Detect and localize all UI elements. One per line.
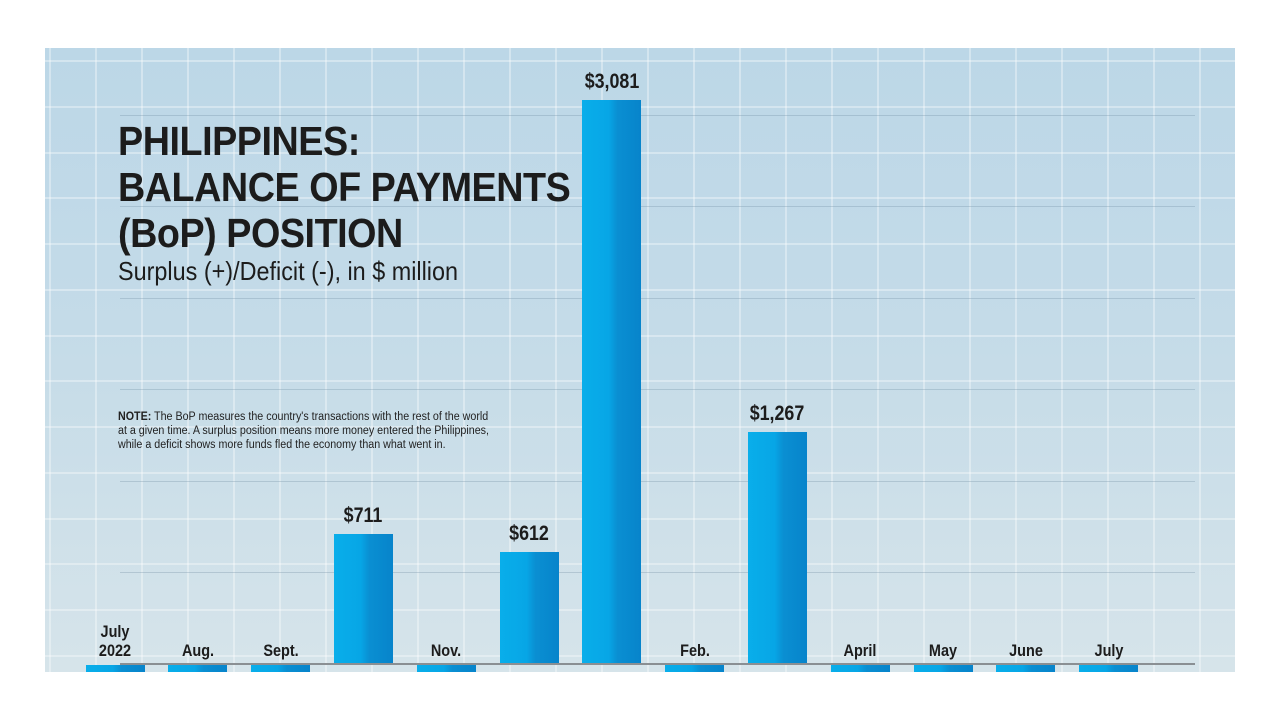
background-grid-line [739,48,741,672]
bar-oct- [333,533,393,664]
bar-sept- [251,665,311,672]
chart-title: PHILIPPINES: BALANCE OF PAYMENTS (BoP) P… [118,118,571,256]
bar-dec- [499,551,559,664]
background-grid-line [1015,48,1017,672]
x-axis-month-label: Aug. [181,641,214,660]
background-grid-line [371,48,373,672]
background-grid-line [785,48,787,672]
background-grid-line [417,48,419,672]
title-line-1: PHILIPPINES: [118,118,360,164]
background-grid-line [141,48,143,672]
x-axis-month-label: May [928,641,958,660]
x-axis-baseline [120,663,1195,665]
bar-june [996,665,1056,672]
background-grid-line [647,48,649,672]
x-axis-month-label: July 2022 [98,622,132,660]
gridline [120,389,1195,391]
background-grid-line [1153,48,1155,672]
background-grid-line [95,48,97,672]
bar-may [913,665,973,672]
bar-nov- [416,665,476,672]
background-grid-line [1199,48,1201,672]
bar-value-label: $612 [509,521,549,545]
x-axis-month-label: Feb. [679,641,710,660]
chart-subtitle: Surplus (+)/Deficit (-), in $ million [118,256,459,286]
background-grid-line [555,48,557,672]
background-grid-line [463,48,465,672]
background-grid-line [187,48,189,672]
bar-july-2022 [85,665,145,672]
background-grid-line [509,48,511,672]
bar-jan- [582,100,642,664]
gridline [120,206,1195,208]
bar-april [830,665,890,672]
background-grid-line [45,60,1235,62]
bar-aug- [168,665,228,672]
background-grid-line [49,48,51,672]
x-axis-month-label: Nov. [431,641,462,660]
background-grid-line [1107,48,1109,672]
gridline [120,572,1195,574]
chart-frame: PHILIPPINES: BALANCE OF PAYMENTS (BoP) P… [45,48,1235,672]
bar-value-label: $1,267 [750,402,805,426]
background-grid-line [233,48,235,672]
bar-value-label: $711 [344,503,383,527]
gridline [120,297,1195,299]
background-grid-line [325,48,327,672]
background-grid-line [693,48,695,672]
bar-july [1079,665,1139,672]
title-line-2: BALANCE OF PAYMENTS [118,164,571,210]
bar-feb- [665,665,725,672]
x-axis-month-label: April [843,641,877,660]
x-axis-month-label: Sept. [262,641,299,660]
background-grid-line [279,48,281,672]
note-text: The BoP measures the country's transacti… [118,411,489,451]
x-axis-month-label: July [1094,641,1124,660]
gridline [120,480,1195,482]
gridline [120,114,1195,116]
background-grid-line [1061,48,1063,672]
x-axis-month-label: June [1008,641,1043,660]
bar-value-label: $3,081 [584,70,640,93]
chart-note: NOTE: The BoP measures the country's tra… [118,410,490,452]
background-grid-line [831,48,833,672]
background-grid-line [877,48,879,672]
note-label: NOTE: [118,411,152,423]
title-line-3: (BoP) POSITION [118,210,403,256]
background-grid-line [969,48,971,672]
background-grid-line [923,48,925,672]
bar-march [747,432,807,664]
